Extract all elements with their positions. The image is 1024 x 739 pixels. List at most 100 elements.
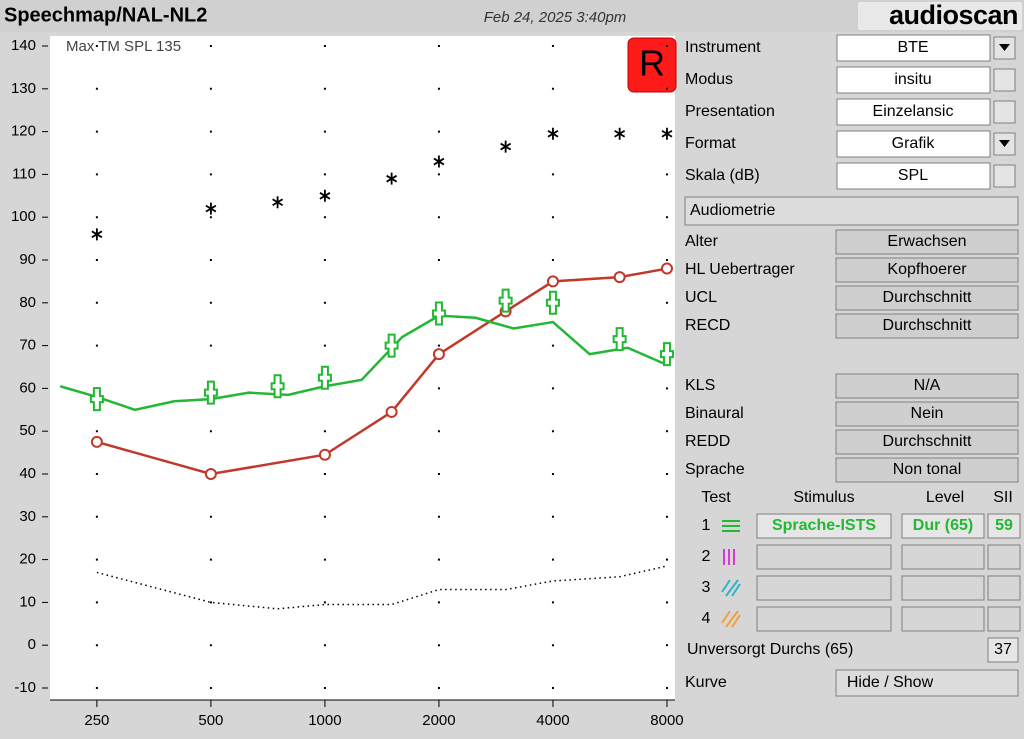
- x-tick-label: 8000: [650, 712, 683, 729]
- x-tick-label: 2000: [422, 712, 455, 729]
- setting-field[interactable]: [836, 98, 991, 126]
- point-marker: [612, 327, 627, 352]
- y-tick-label: 40: [19, 465, 36, 482]
- annotation: Max TM SPL 135: [66, 38, 181, 55]
- sii-field: [987, 544, 1021, 570]
- point-marker: [547, 127, 559, 140]
- field-button[interactable]: [835, 313, 1019, 339]
- x-tick-label: 4000: [536, 712, 569, 729]
- curve-button[interactable]: [835, 669, 1019, 697]
- level-field[interactable]: [901, 544, 985, 570]
- setting-button[interactable]: [993, 164, 1016, 188]
- point-marker: [318, 448, 331, 461]
- point-marker: [89, 387, 104, 412]
- field-label: Binaural: [685, 405, 744, 422]
- test-number: 1: [702, 517, 711, 534]
- unaided-label: Unversorgt Durchs (65): [687, 641, 853, 658]
- test-icon: [721, 610, 741, 628]
- setting-field[interactable]: [836, 34, 991, 62]
- y-tick-label: 130: [11, 80, 36, 97]
- stimulus-value: Sprache-ISTS: [772, 517, 876, 534]
- table-header: Stimulus: [793, 489, 854, 506]
- field-label: REDD: [685, 433, 730, 450]
- y-tick-label: 90: [19, 251, 36, 268]
- setting-field[interactable]: [836, 130, 991, 158]
- audiometry-button[interactable]: [684, 196, 1019, 226]
- field-label: Alter: [685, 233, 719, 250]
- point-marker: [203, 380, 218, 405]
- series-line: [59, 314, 668, 412]
- logo: audioscan: [889, 0, 1018, 30]
- point-marker: [204, 468, 217, 480]
- point-marker: [91, 228, 103, 241]
- field-value: Kopfhoerer: [887, 261, 967, 278]
- field-button[interactable]: [835, 257, 1019, 283]
- field-button[interactable]: [835, 401, 1019, 427]
- point-marker: [272, 196, 284, 209]
- sii-field: [987, 606, 1021, 632]
- point-marker: [432, 348, 445, 361]
- point-marker: [385, 405, 398, 418]
- point-marker: [384, 333, 399, 358]
- test-icon: [723, 549, 735, 565]
- test-icon: [721, 579, 741, 597]
- y-tick-label: 70: [19, 337, 36, 354]
- setting-button[interactable]: [993, 68, 1016, 92]
- setting-field[interactable]: [836, 162, 991, 190]
- y-tick-label: 140: [11, 37, 36, 54]
- x-tick-label: 500: [198, 712, 223, 729]
- level-field[interactable]: [901, 513, 985, 539]
- point-marker: [500, 140, 512, 153]
- table-header: SII: [993, 489, 1013, 506]
- y-tick-label: 110: [12, 165, 36, 182]
- y-tick-label: 30: [19, 508, 36, 525]
- sii-field: [987, 513, 1021, 539]
- stimulus-field[interactable]: [756, 513, 892, 539]
- y-tick-label: 20: [19, 551, 36, 568]
- date: Feb 24, 2025 3:40pm: [484, 9, 627, 26]
- setting-value: Grafik: [892, 135, 936, 152]
- y-tick-label: 50: [19, 422, 36, 439]
- stimulus-field[interactable]: [756, 544, 892, 570]
- field-button[interactable]: [835, 429, 1019, 455]
- field-button[interactable]: [835, 373, 1019, 399]
- level-field[interactable]: [901, 606, 985, 632]
- screen-title: Speechmap/NAL-NL2: [4, 4, 207, 26]
- y-tick-label: 120: [11, 123, 36, 140]
- point-marker: [270, 374, 285, 399]
- field-label: KLS: [685, 377, 715, 394]
- test-icon: [722, 520, 740, 532]
- point-marker: [317, 365, 332, 390]
- point-marker: [613, 271, 626, 284]
- table-header: Test: [701, 489, 731, 506]
- point-marker: [386, 172, 398, 185]
- point-marker: [433, 155, 445, 168]
- x-tick-label: 1000: [308, 712, 341, 729]
- ear-label: R: [639, 43, 665, 84]
- level-field[interactable]: [901, 575, 985, 601]
- field-button[interactable]: [835, 285, 1019, 311]
- y-tick-label: 10: [19, 593, 36, 610]
- setting-label: Modus: [685, 71, 733, 88]
- setting-field[interactable]: [836, 66, 991, 94]
- point-marker: [545, 290, 560, 315]
- field-button[interactable]: [835, 229, 1019, 255]
- stimulus-field[interactable]: [756, 606, 892, 632]
- setting-label: Skala (dB): [685, 167, 760, 184]
- field-label: RECD: [685, 317, 730, 334]
- point-marker: [319, 189, 331, 202]
- field-value: N/A: [914, 377, 941, 394]
- point-marker: [546, 275, 559, 288]
- field-value: Durchschnitt: [883, 433, 972, 450]
- y-tick-label: 0: [28, 636, 36, 653]
- test-number: 4: [702, 610, 711, 627]
- y-tick-label: 80: [19, 294, 36, 311]
- setting-button[interactable]: [993, 100, 1016, 124]
- stimulus-field[interactable]: [756, 575, 892, 601]
- sii-field: [987, 575, 1021, 601]
- setting-label: Instrument: [685, 39, 761, 56]
- setting-value: insitu: [894, 71, 931, 88]
- point-marker: [659, 342, 674, 367]
- field-value: Erwachsen: [887, 233, 966, 250]
- field-button[interactable]: [835, 457, 1019, 483]
